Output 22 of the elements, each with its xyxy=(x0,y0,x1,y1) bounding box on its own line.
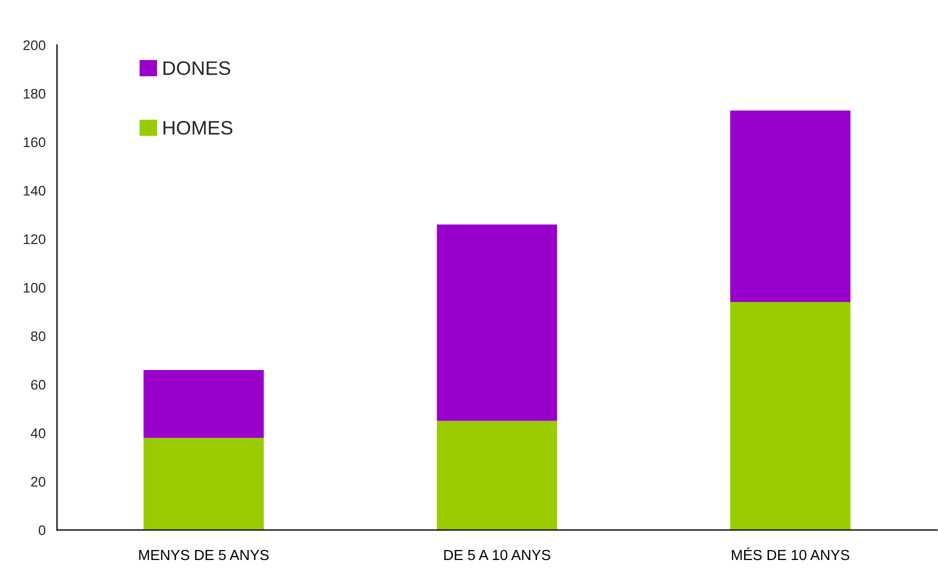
y-tick-label: 160 xyxy=(24,137,46,148)
y-tick-label: 140 xyxy=(24,186,46,196)
bar xyxy=(436,224,558,421)
y-tick-label: 0 xyxy=(38,525,46,536)
x-tick-label: DE 5 A 10 ANYS xyxy=(444,550,550,560)
y-tick-label: 180 xyxy=(24,88,46,99)
y-tick-label: 80 xyxy=(31,331,46,342)
legend-label: DONES xyxy=(164,61,230,76)
x-tick-label: MENYS DE 5 ANYS xyxy=(139,550,269,560)
bar xyxy=(436,420,558,530)
bar xyxy=(144,370,264,438)
y-tick-label: 20 xyxy=(31,476,46,487)
x-tick-label: MÉS DE 10 ANYS xyxy=(732,547,850,560)
y-tick-label: 40 xyxy=(30,428,46,438)
bar xyxy=(144,438,264,530)
y-tick-label: 60 xyxy=(31,380,46,390)
y-tick-label: 200 xyxy=(23,40,46,50)
y-tick-label: 100 xyxy=(24,282,46,293)
bar xyxy=(730,302,850,530)
legend-label: HOMES xyxy=(164,120,232,135)
bar xyxy=(730,110,850,302)
y-tick-label: 120 xyxy=(24,234,46,244)
